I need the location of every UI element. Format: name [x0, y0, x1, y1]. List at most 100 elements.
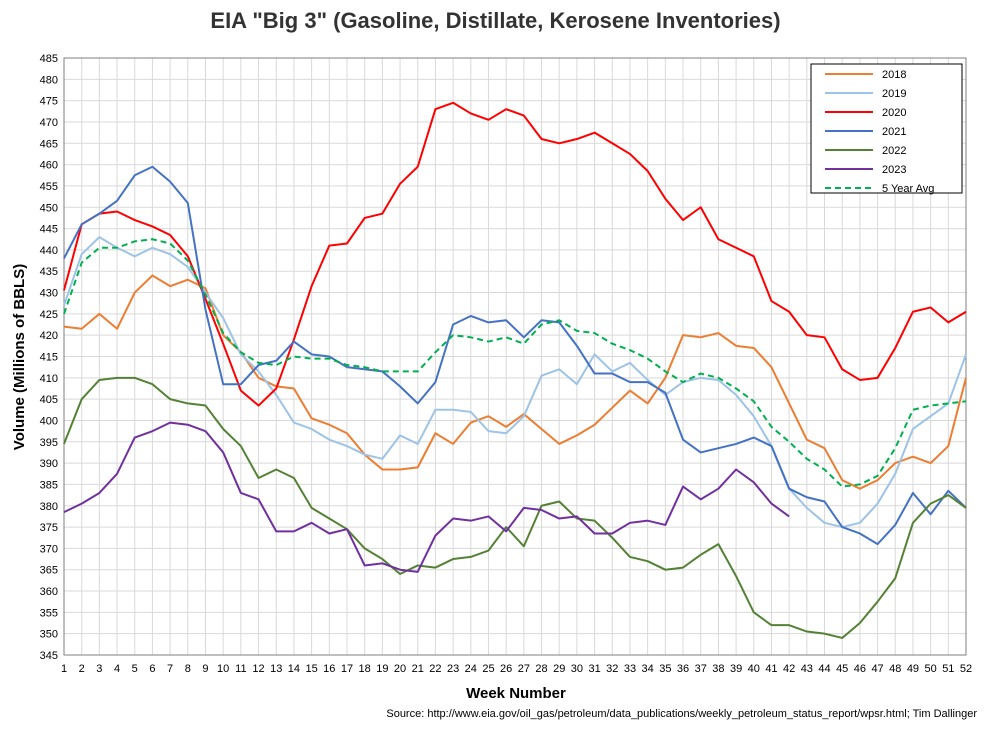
legend-label-5-year-avg: 5 Year Avg — [882, 183, 934, 195]
x-tick-label: 34 — [642, 663, 654, 675]
x-tick-label: 11 — [235, 663, 246, 675]
x-tick-label: 41 — [765, 663, 777, 675]
y-tick-label: 380 — [40, 501, 58, 513]
legend-label-2022: 2022 — [882, 145, 906, 157]
x-tick-label: 48 — [889, 663, 901, 675]
y-tick-label: 410 — [40, 373, 58, 385]
x-tick-label: 5 — [132, 663, 138, 675]
y-tick-label: 445 — [40, 224, 58, 236]
y-tick-label: 405 — [40, 394, 58, 406]
y-tick-label: 365 — [40, 565, 58, 577]
series-line-2021 — [63, 165, 967, 546]
x-tick-label: 24 — [465, 663, 477, 675]
y-tick-label: 435 — [40, 266, 58, 278]
x-tick-label: 50 — [925, 663, 937, 675]
x-tick-label: 16 — [323, 663, 335, 675]
legend-label-2018: 2018 — [882, 69, 906, 81]
x-tick-label: 29 — [553, 663, 565, 675]
legend-label-2021: 2021 — [882, 126, 906, 138]
x-tick-label: 3 — [96, 663, 102, 675]
series-line-5-year-avg — [63, 238, 967, 488]
x-tick-label: 52 — [960, 663, 972, 675]
legend-label-2019: 2019 — [882, 88, 906, 100]
chart-title: EIA "Big 3" (Gasoline, Distillate, Keros… — [210, 8, 781, 33]
y-tick-label: 425 — [40, 309, 58, 321]
x-axis-ticks: 1 2 3 4 5 6 7 8 9 10 11 12 13 14 15 16 17 18 19 20 21 22 23 24 2… — [61, 663, 972, 675]
y-tick-label: 360 — [40, 586, 58, 598]
x-tick-label: 30 — [571, 663, 583, 675]
x-tick-label: 26 — [500, 663, 512, 675]
y-tick-label: 440 — [40, 245, 58, 257]
series-line-2019 — [63, 236, 967, 529]
legend-box — [810, 63, 963, 194]
x-tick-label: 32 — [606, 663, 618, 675]
source-note: Source: http://www.eia.gov/oil_gas/petro… — [386, 708, 977, 720]
x-tick-label: 33 — [624, 663, 636, 675]
x-tick-label: 21 — [412, 663, 424, 675]
y-tick-label: 475 — [40, 96, 58, 108]
y-tick-label: 470 — [40, 117, 58, 129]
y-tick-label: 485 — [40, 53, 58, 65]
x-tick-label: 10 — [217, 663, 229, 675]
x-tick-label: 35 — [659, 663, 671, 675]
x-tick-label: 47 — [871, 663, 883, 675]
series-layer — [63, 101, 967, 639]
x-tick-label: 25 — [482, 663, 494, 675]
y-tick-label: 395 — [40, 437, 58, 449]
x-tick-label: 51 — [942, 663, 954, 675]
x-tick-label: 40 — [748, 663, 760, 675]
legend-label-2023: 2023 — [882, 164, 906, 176]
series-line-2020 — [63, 101, 967, 407]
x-tick-label: 7 — [167, 663, 173, 675]
x-tick-label: 4 — [114, 663, 120, 675]
x-tick-label: 6 — [149, 663, 155, 675]
x-axis-label: Week Number — [466, 685, 566, 702]
x-tick-label: 43 — [801, 663, 813, 675]
x-tick-label: 44 — [818, 663, 830, 675]
x-tick-label: 1 — [61, 663, 67, 675]
x-tick-label: 9 — [202, 663, 208, 675]
y-tick-label: 430 — [40, 288, 58, 300]
y-tick-label: 465 — [40, 138, 58, 150]
legend: 2018 2019 2020 2021 2022 2023 5 Year Avg — [810, 63, 963, 195]
x-tick-label: 20 — [394, 663, 406, 675]
x-tick-label: 37 — [695, 663, 707, 675]
x-tick-label: 2 — [79, 663, 85, 675]
x-tick-label: 12 — [252, 663, 264, 675]
x-tick-label: 13 — [270, 663, 282, 675]
series-line-2018 — [63, 274, 967, 490]
y-tick-label: 385 — [40, 479, 58, 491]
y-tick-label: 375 — [40, 522, 58, 534]
y-tick-label: 345 — [40, 650, 58, 662]
y-tick-label: 460 — [40, 160, 58, 172]
x-tick-label: 39 — [730, 663, 742, 675]
y-tick-label: 420 — [40, 330, 58, 342]
y-tick-label: 450 — [40, 202, 58, 214]
y-axis-ticks: 345 350 355 360 365 370 375 380 385 390 395 400 405 4… — [40, 53, 58, 662]
y-tick-label: 390 — [40, 458, 58, 470]
x-tick-label: 27 — [518, 663, 530, 675]
y-tick-label: 455 — [40, 181, 58, 193]
x-tick-label: 42 — [783, 663, 795, 675]
y-tick-label: 400 — [40, 415, 58, 427]
x-tick-label: 19 — [376, 663, 388, 675]
x-tick-label: 31 — [588, 663, 600, 675]
x-tick-label: 8 — [185, 663, 191, 675]
x-tick-label: 17 — [341, 663, 353, 675]
x-tick-label: 28 — [535, 663, 547, 675]
x-tick-label: 14 — [288, 663, 300, 675]
y-axis-label: Volume (Millions of BBLS) — [11, 264, 28, 450]
x-tick-label: 23 — [447, 663, 459, 675]
x-tick-label: 15 — [305, 663, 317, 675]
legend-label-2020: 2020 — [882, 107, 906, 119]
y-tick-label: 350 — [40, 629, 58, 641]
x-tick-label: 46 — [854, 663, 866, 675]
y-tick-label: 355 — [40, 607, 58, 619]
x-tick-label: 18 — [359, 663, 371, 675]
y-tick-label: 415 — [40, 352, 58, 364]
x-tick-label: 38 — [712, 663, 724, 675]
x-tick-label: 22 — [429, 663, 441, 675]
series-line-2023 — [63, 421, 790, 573]
y-tick-label: 480 — [40, 74, 58, 86]
